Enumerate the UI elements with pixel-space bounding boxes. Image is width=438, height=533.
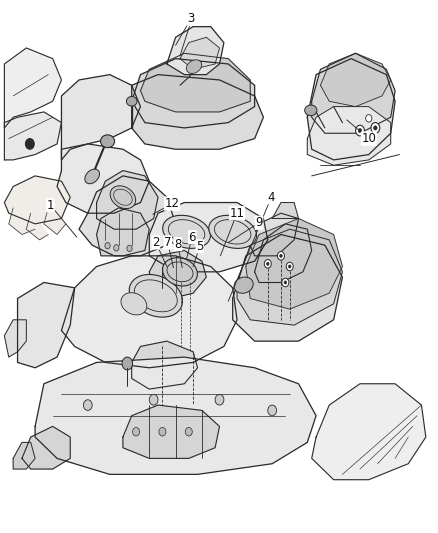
Polygon shape [131, 75, 263, 149]
Text: 11: 11 [229, 207, 244, 220]
Text: 4: 4 [267, 191, 275, 204]
Polygon shape [79, 176, 175, 256]
Text: 8: 8 [174, 238, 181, 251]
Polygon shape [18, 282, 74, 368]
Ellipse shape [286, 262, 293, 271]
Text: 3: 3 [187, 12, 194, 25]
Ellipse shape [162, 257, 197, 286]
Polygon shape [272, 203, 298, 219]
Polygon shape [245, 219, 342, 309]
Polygon shape [22, 426, 70, 469]
Text: 3: 3 [187, 12, 194, 25]
Ellipse shape [100, 135, 114, 148]
Polygon shape [96, 208, 149, 256]
Polygon shape [44, 208, 66, 235]
Ellipse shape [355, 125, 364, 136]
Ellipse shape [281, 278, 288, 287]
Polygon shape [254, 224, 311, 282]
Polygon shape [4, 48, 61, 128]
Ellipse shape [83, 400, 92, 410]
Ellipse shape [127, 245, 132, 252]
Text: 1: 1 [46, 199, 54, 212]
Polygon shape [311, 53, 394, 133]
Ellipse shape [266, 262, 268, 265]
Ellipse shape [105, 243, 110, 249]
Polygon shape [180, 37, 219, 69]
Text: 6: 6 [188, 231, 196, 244]
Ellipse shape [279, 254, 282, 257]
Polygon shape [123, 405, 219, 458]
Polygon shape [9, 208, 35, 235]
Ellipse shape [110, 186, 135, 208]
Polygon shape [149, 251, 206, 298]
Polygon shape [320, 53, 390, 107]
Polygon shape [61, 75, 140, 160]
Ellipse shape [122, 357, 132, 370]
Text: 2: 2 [152, 236, 159, 249]
Polygon shape [250, 213, 298, 256]
Ellipse shape [113, 245, 119, 251]
Polygon shape [4, 176, 70, 224]
Ellipse shape [277, 252, 284, 260]
Ellipse shape [126, 96, 137, 106]
Ellipse shape [373, 126, 376, 130]
Text: 12: 12 [164, 197, 179, 210]
Ellipse shape [121, 293, 146, 315]
Polygon shape [4, 320, 26, 357]
Polygon shape [140, 53, 250, 112]
Text: 9: 9 [254, 216, 262, 229]
Ellipse shape [185, 427, 192, 436]
Text: 7: 7 [163, 236, 171, 249]
Ellipse shape [149, 394, 158, 405]
Polygon shape [61, 256, 237, 368]
Ellipse shape [288, 265, 290, 268]
Ellipse shape [85, 169, 99, 184]
Polygon shape [237, 229, 342, 325]
Polygon shape [149, 203, 267, 272]
Ellipse shape [208, 215, 256, 248]
Polygon shape [307, 107, 390, 165]
Polygon shape [166, 27, 223, 75]
Polygon shape [4, 112, 61, 160]
Ellipse shape [357, 128, 361, 133]
Polygon shape [57, 144, 149, 213]
Text: 5: 5 [196, 240, 203, 253]
Polygon shape [96, 171, 158, 229]
Ellipse shape [129, 274, 182, 317]
Text: 10: 10 [360, 132, 375, 145]
Ellipse shape [233, 277, 253, 293]
Polygon shape [35, 357, 315, 474]
Polygon shape [307, 59, 394, 160]
Polygon shape [311, 384, 425, 480]
Ellipse shape [186, 60, 201, 74]
Polygon shape [131, 341, 197, 389]
Ellipse shape [267, 405, 276, 416]
Ellipse shape [365, 115, 371, 122]
Polygon shape [131, 59, 254, 128]
Ellipse shape [159, 427, 166, 436]
Ellipse shape [132, 427, 139, 436]
Ellipse shape [283, 281, 286, 284]
Ellipse shape [264, 260, 271, 268]
Polygon shape [232, 235, 342, 341]
Ellipse shape [304, 105, 316, 116]
Ellipse shape [25, 139, 34, 149]
Polygon shape [26, 213, 48, 240]
Polygon shape [13, 442, 35, 469]
Ellipse shape [215, 394, 223, 405]
Ellipse shape [370, 123, 379, 133]
Ellipse shape [162, 215, 210, 248]
